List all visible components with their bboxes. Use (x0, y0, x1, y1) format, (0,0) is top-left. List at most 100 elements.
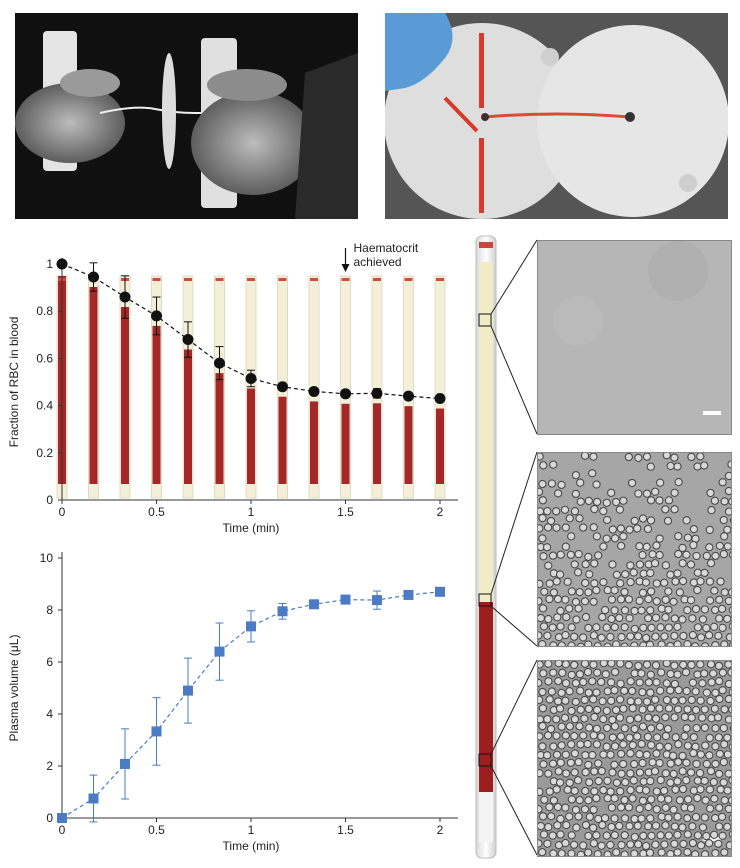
data-point (402, 390, 414, 402)
cell (583, 667, 593, 677)
cell (567, 706, 576, 716)
cell (661, 803, 670, 812)
cell (556, 550, 565, 559)
cell (555, 778, 565, 787)
cell (552, 523, 561, 532)
x-axis-label: Time (min) (223, 839, 280, 853)
cell (633, 732, 642, 741)
cell (661, 613, 670, 622)
cell (576, 705, 585, 714)
cell (581, 612, 591, 622)
cell (639, 849, 648, 856)
x-ticks: 0 0.5 1 1.5 2 (59, 818, 444, 837)
cell (630, 516, 639, 526)
cell (728, 688, 731, 696)
cell (686, 560, 696, 569)
cell (724, 507, 731, 516)
cell (549, 588, 559, 597)
cell (681, 668, 691, 677)
cell (689, 540, 698, 550)
cell (673, 462, 682, 471)
cell (608, 733, 618, 742)
cell (642, 750, 651, 760)
tube-rbc-fill (215, 373, 224, 484)
cell (645, 640, 655, 646)
cell (616, 787, 625, 796)
cell (575, 722, 584, 731)
cell (666, 570, 675, 579)
cell (615, 821, 624, 831)
cell (630, 669, 639, 678)
cell (673, 812, 682, 821)
cell (718, 686, 727, 695)
cell (570, 507, 580, 516)
cell (549, 460, 558, 469)
cell (706, 696, 715, 706)
cell (633, 524, 642, 533)
cell (538, 487, 544, 496)
cell (670, 488, 679, 497)
cell (693, 793, 702, 803)
rbc-fraction-chart: 0 0.5 1 1.5 2 0 0.2 0.4 0.6 0.8 1 Time (min) Frac… (0, 232, 460, 542)
cell (719, 778, 728, 787)
cell (542, 751, 552, 760)
cell (619, 704, 628, 713)
cell (589, 839, 599, 848)
cell (561, 679, 571, 688)
cell (619, 759, 628, 769)
cell (610, 830, 619, 840)
x-tick-label: 0 (59, 823, 66, 837)
data-point (246, 621, 256, 632)
tube-seal (341, 278, 350, 281)
rbc-fraction-plot: 0 0.5 1 1.5 2 0 0.2 0.4 0.6 0.8 1 Time (min) Frac… (7, 241, 458, 535)
cell (598, 612, 607, 622)
cell (728, 622, 731, 630)
cell (652, 597, 661, 606)
y-axis-label: Plasma volume (μL) (7, 635, 21, 742)
cell (683, 605, 692, 615)
cell (630, 724, 639, 734)
cell (548, 623, 557, 632)
cell (538, 597, 543, 606)
x-tick-label: 0.5 (148, 505, 165, 519)
cell (615, 613, 624, 623)
cell (661, 505, 670, 514)
cell (556, 758, 565, 767)
cell (638, 514, 648, 523)
tube-body (402, 275, 414, 499)
cell (679, 631, 688, 641)
cell (678, 543, 687, 553)
cell (656, 686, 665, 695)
cell (538, 507, 545, 516)
cell (592, 740, 602, 749)
cell (576, 497, 585, 506)
cell-texture (538, 661, 731, 856)
cell (691, 687, 700, 696)
cell (581, 750, 590, 760)
tube-rbc-fill (120, 307, 129, 484)
cell (543, 839, 552, 848)
cell (538, 534, 547, 543)
cell (671, 785, 680, 794)
cell (557, 722, 566, 731)
cell (666, 461, 675, 471)
micrograph-interface (537, 452, 732, 647)
cell (723, 786, 731, 795)
cell (723, 525, 731, 534)
cell (652, 805, 661, 814)
cell (545, 594, 554, 604)
cell (599, 786, 608, 795)
cell (720, 497, 729, 506)
cell (608, 768, 617, 777)
cell (601, 670, 610, 679)
cell (725, 841, 731, 850)
cell (580, 453, 590, 460)
data-point (119, 758, 130, 769)
cell (664, 742, 673, 752)
cell (553, 489, 563, 498)
tube-rbc-fill (184, 349, 193, 484)
cell (645, 848, 655, 856)
cell (620, 814, 630, 823)
cell (674, 532, 683, 541)
cell (674, 685, 683, 695)
